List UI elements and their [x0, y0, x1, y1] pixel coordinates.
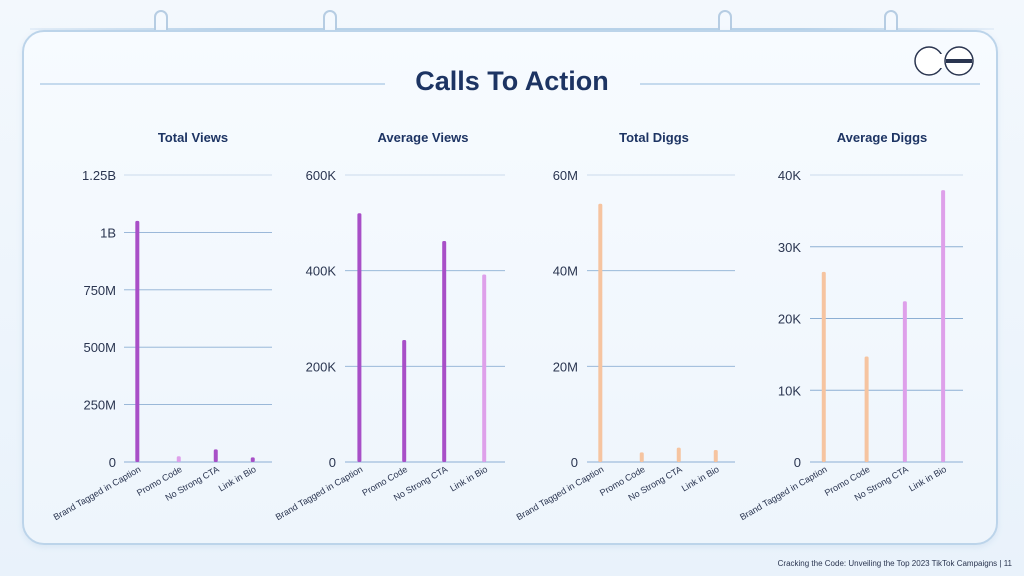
- y-tick-label: 10K: [778, 383, 801, 398]
- binder-line: [30, 28, 994, 30]
- chart-title: Average Views: [377, 130, 468, 145]
- content-card: [22, 30, 998, 545]
- y-tick-label: 1B: [100, 225, 116, 240]
- title-divider-right: [640, 83, 980, 85]
- y-tick-label: 40M: [553, 264, 578, 279]
- bar: [135, 220, 140, 462]
- bar: [676, 447, 681, 462]
- y-tick-label: 30K: [778, 240, 801, 255]
- y-tick-label: 60M: [553, 168, 578, 183]
- footer-text: Cracking the Code: Unveiling the Top 202…: [777, 559, 1012, 568]
- y-tick-label: 750M: [83, 283, 116, 298]
- chart-title: Average Diggs: [837, 130, 928, 145]
- bar: [402, 340, 407, 462]
- y-tick-label: 400K: [306, 264, 337, 279]
- y-tick-label: 500M: [83, 340, 116, 355]
- bar: [176, 456, 181, 462]
- x-tick-label: Brand Tagged in Caption: [52, 464, 143, 522]
- y-tick-label: 250M: [83, 398, 116, 413]
- page-title: Calls To Action: [415, 66, 609, 96]
- bar: [482, 274, 487, 462]
- chart-title: Total Views: [158, 130, 228, 145]
- y-tick-label: 1.25B: [82, 168, 116, 183]
- y-tick-label: 20M: [553, 359, 578, 374]
- y-tick-label: 600K: [306, 168, 337, 183]
- y-tick-label: 200K: [306, 359, 337, 374]
- bar: [598, 203, 603, 462]
- y-tick-label: 0: [109, 455, 116, 470]
- x-tick-label: Link in Bio: [907, 464, 948, 493]
- bar: [941, 190, 946, 462]
- bar: [902, 301, 907, 462]
- bar: [864, 356, 869, 462]
- x-tick-label: Brand Tagged in Caption: [738, 464, 829, 522]
- bar: [213, 449, 218, 462]
- x-tick-label: Brand Tagged in Caption: [515, 464, 606, 522]
- y-tick-label: 0: [794, 455, 801, 470]
- y-tick-label: 0: [329, 455, 336, 470]
- x-tick-label: Link in Bio: [680, 464, 721, 493]
- bar: [639, 452, 644, 462]
- bar: [821, 271, 826, 462]
- brand-logo-icon: [914, 46, 974, 76]
- y-tick-label: 0: [571, 455, 578, 470]
- bar: [713, 450, 718, 462]
- bar: [442, 241, 447, 462]
- y-tick-label: 40K: [778, 168, 801, 183]
- title-divider-left: [40, 83, 385, 85]
- x-tick-label: Link in Bio: [217, 464, 258, 493]
- bar: [250, 457, 255, 462]
- x-tick-label: Brand Tagged in Caption: [274, 464, 365, 522]
- bar: [357, 213, 362, 462]
- y-tick-label: 20K: [778, 312, 801, 327]
- chart-title: Total Diggs: [619, 130, 689, 145]
- x-tick-label: Link in Bio: [448, 464, 489, 493]
